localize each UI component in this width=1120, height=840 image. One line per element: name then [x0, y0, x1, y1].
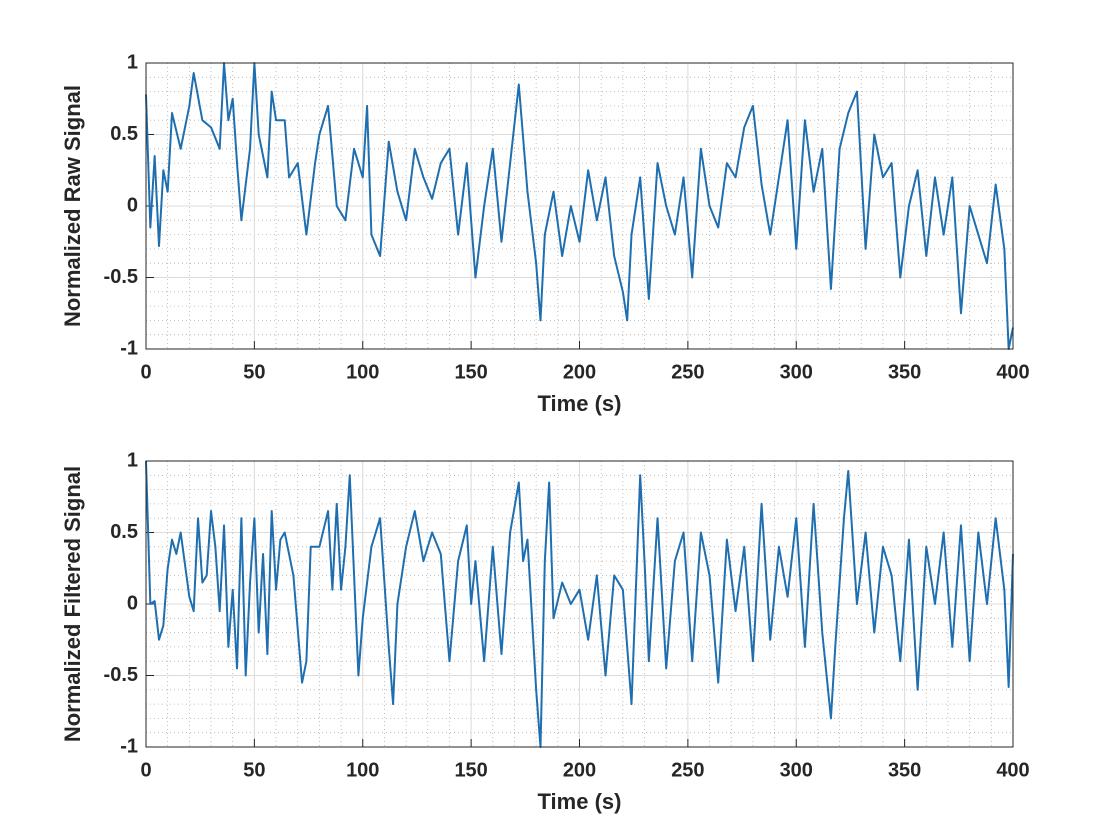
axes-box — [145, 62, 1014, 350]
y-tick-label: -0.5 — [104, 266, 138, 288]
x-tick-label: 300 — [780, 361, 813, 383]
x-tick-label: 150 — [454, 361, 487, 383]
y-tick-label: 0 — [127, 592, 138, 614]
x-tick-label: 200 — [563, 361, 596, 383]
signal-line — [145, 460, 1014, 748]
x-tick-label: 350 — [888, 361, 921, 383]
x-axis-label: Time (s) — [538, 391, 622, 416]
x-tick-label: 50 — [243, 759, 265, 781]
x-tick-label: 400 — [996, 759, 1029, 781]
y-tick-label: 0 — [127, 194, 138, 216]
y-tick-label: -1 — [120, 337, 138, 359]
x-tick-label: 0 — [140, 361, 151, 383]
x-tick-label: 250 — [671, 759, 704, 781]
x-tick-label: 400 — [996, 361, 1029, 383]
y-axis-label: Normalized Filtered Signal — [60, 466, 85, 742]
x-tick-label: 250 — [671, 361, 704, 383]
y-tick-label: -1 — [120, 735, 138, 757]
x-tick-label: 350 — [888, 759, 921, 781]
y-tick-label: 1 — [127, 51, 138, 73]
axes-box — [145, 460, 1014, 748]
y-tick-label: -0.5 — [104, 664, 138, 686]
y-tick-label: 0.5 — [110, 521, 138, 543]
x-tick-label: 100 — [346, 361, 379, 383]
x-tick-label: 0 — [140, 759, 151, 781]
y-tick-label: 1 — [127, 449, 138, 471]
x-tick-label: 300 — [780, 759, 813, 781]
signal-line — [145, 62, 1014, 350]
y-axis-label: Normalized Raw Signal — [60, 85, 85, 327]
y-tick-label: 0.5 — [110, 123, 138, 145]
x-tick-label: 150 — [454, 759, 487, 781]
x-tick-label: 50 — [243, 361, 265, 383]
x-tick-label: 100 — [346, 759, 379, 781]
x-tick-label: 200 — [563, 759, 596, 781]
x-axis-label: Time (s) — [538, 789, 622, 814]
